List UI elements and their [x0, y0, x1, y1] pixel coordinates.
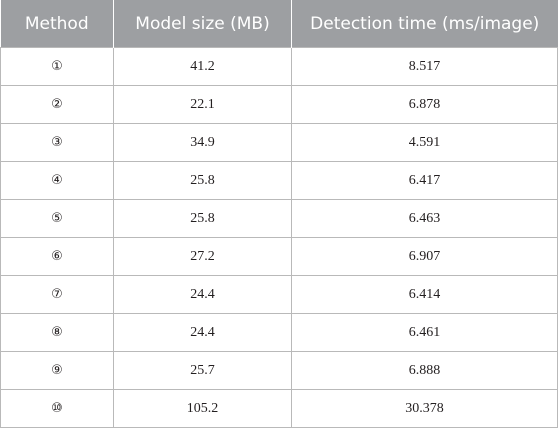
detection-time-cell: 6.907: [291, 237, 558, 276]
table-row: ⑩ 105.2 30.378: [0, 389, 558, 428]
detection-time-cell: 8.517: [291, 47, 558, 86]
detection-time-cell: 4.591: [291, 123, 558, 162]
detection-time-cell: 6.461: [291, 313, 558, 352]
header-model-size: Model size (MB): [113, 0, 292, 48]
model-size-cell: 24.4: [113, 313, 292, 352]
table-row: ⑧ 24.4 6.461: [0, 313, 558, 352]
model-size-cell: 105.2: [113, 389, 292, 428]
table-row: ② 22.1 6.878: [0, 85, 558, 124]
detection-time-cell: 6.417: [291, 161, 558, 200]
method-cell: ⑤: [0, 199, 114, 238]
model-size-cell: 41.2: [113, 47, 292, 86]
model-size-cell: 25.7: [113, 351, 292, 390]
table-row: ⑤ 25.8 6.463: [0, 199, 558, 238]
model-size-cell: 34.9: [113, 123, 292, 162]
header-detection-time: Detection time (ms/image): [291, 0, 558, 48]
method-cell: ⑦: [0, 275, 114, 314]
method-cell: ②: [0, 85, 114, 124]
model-size-cell: 25.8: [113, 199, 292, 238]
table-row: ⑨ 25.7 6.888: [0, 351, 558, 390]
table-row: ④ 25.8 6.417: [0, 161, 558, 200]
method-cell: ③: [0, 123, 114, 162]
method-cell: ⑨: [0, 351, 114, 390]
detection-time-cell: 6.878: [291, 85, 558, 124]
detection-time-cell: 6.414: [291, 275, 558, 314]
method-cell: ⑧: [0, 313, 114, 352]
table-row: ③ 34.9 4.591: [0, 123, 558, 162]
detection-time-cell: 6.463: [291, 199, 558, 238]
method-cell: ①: [0, 47, 114, 86]
detection-time-cell: 30.378: [291, 389, 558, 428]
method-cell: ④: [0, 161, 114, 200]
model-size-cell: 25.8: [113, 161, 292, 200]
method-cell: ⑥: [0, 237, 114, 276]
table-row: ① 41.2 8.517: [0, 47, 558, 86]
method-cell: ⑩: [0, 389, 114, 428]
header-method: Method: [0, 0, 114, 48]
table-row: ⑦ 24.4 6.414: [0, 275, 558, 314]
model-size-cell: 24.4: [113, 275, 292, 314]
detection-time-cell: 6.888: [291, 351, 558, 390]
header-row: Method Model size (MB) Detection time (m…: [0, 0, 558, 48]
table-row: ⑥ 27.2 6.907: [0, 237, 558, 276]
model-size-cell: 27.2: [113, 237, 292, 276]
model-size-cell: 22.1: [113, 85, 292, 124]
